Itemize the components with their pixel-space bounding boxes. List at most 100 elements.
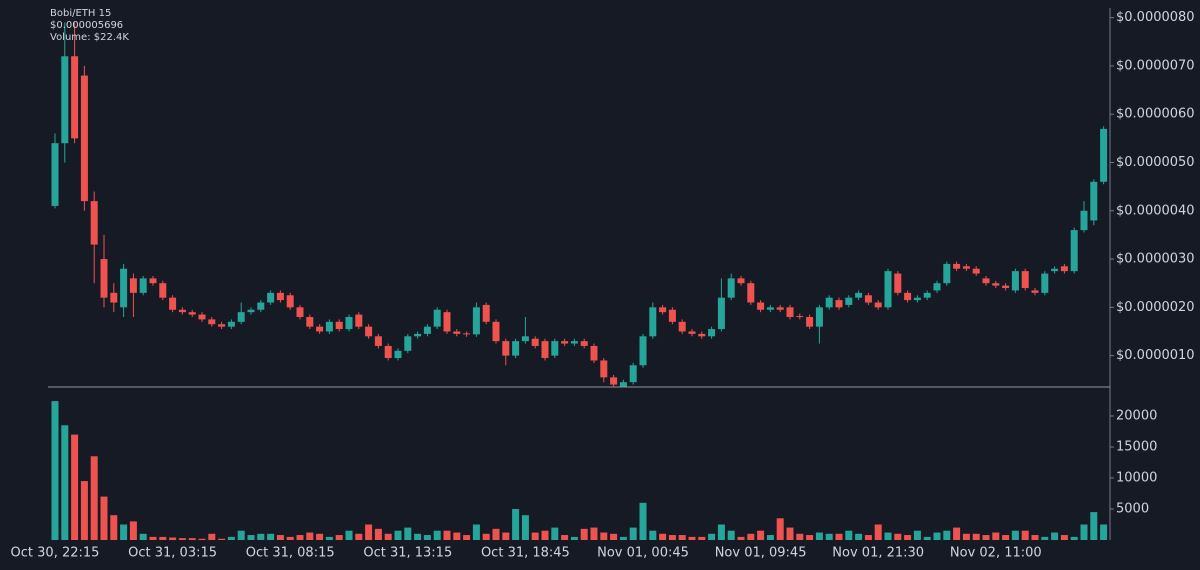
- volume-bar: [384, 533, 392, 540]
- volume-bar: [1100, 524, 1108, 540]
- candle-body: [267, 292, 275, 303]
- volume-bar: [717, 524, 725, 540]
- x-tick-label: Nov 01, 00:45: [597, 546, 689, 561]
- x-tick-label: Oct 31, 13:15: [363, 546, 452, 561]
- candle-body: [992, 283, 1000, 286]
- candle-body: [953, 263, 961, 269]
- candle-body: [463, 333, 471, 335]
- volume-bar: [678, 535, 686, 540]
- candle-body: [502, 341, 510, 356]
- volume-bar: [247, 535, 255, 540]
- volume-bar: [394, 530, 402, 540]
- volume-bar: [365, 524, 373, 540]
- y-tick-label: $0.0000050: [1116, 155, 1195, 170]
- volume-bar: [149, 536, 157, 540]
- volume-bar: [100, 496, 108, 540]
- candle-body: [433, 309, 441, 327]
- candle-body: [247, 309, 255, 313]
- volume-bar: [786, 527, 794, 540]
- candle-body: [218, 324, 226, 327]
- volume-bar: [953, 527, 961, 540]
- volume-bar: [698, 536, 706, 540]
- candle-body: [169, 297, 177, 310]
- volume-bar: [414, 533, 422, 540]
- candle-body: [384, 345, 392, 359]
- volume-bar: [727, 530, 735, 540]
- volume-bar: [90, 456, 98, 540]
- x-tick-label: Oct 31, 18:45: [481, 546, 570, 561]
- volume-bar: [188, 538, 196, 540]
- candle-body: [1060, 266, 1068, 272]
- candle-body: [335, 321, 343, 330]
- candle-body: [619, 382, 627, 387]
- volume-bar: [904, 535, 912, 540]
- x-tick-label: Oct 30, 22:15: [11, 546, 100, 561]
- candle-body: [404, 336, 412, 351]
- candle-body: [482, 304, 490, 322]
- volume-bar: [492, 528, 500, 540]
- volume-bar: [815, 532, 823, 540]
- candle-body: [521, 336, 529, 342]
- candle-body: [913, 297, 921, 301]
- volume-bar: [404, 527, 412, 540]
- volume-bar: [306, 532, 314, 540]
- volume-bar: [208, 533, 216, 540]
- y-tick-label: $0.0000030: [1116, 252, 1195, 267]
- y-tick-label: $0.0000020: [1116, 300, 1195, 315]
- y-tick-label: $0.0000070: [1116, 58, 1195, 73]
- candle-body: [649, 307, 657, 337]
- candle-body: [188, 312, 196, 315]
- candle-body: [257, 302, 265, 310]
- candle-body: [933, 283, 941, 291]
- volume-bar: [766, 535, 774, 540]
- volume-bar: [668, 535, 676, 540]
- candle-body: [208, 319, 216, 325]
- volume-bar: [570, 536, 578, 540]
- candle-body: [629, 365, 637, 383]
- volume-bar: [747, 533, 755, 540]
- volume-bar: [286, 536, 294, 540]
- volume-bar: [855, 533, 863, 540]
- volume-bar: [1041, 536, 1049, 540]
- volume-bar: [345, 530, 353, 540]
- candle-body: [727, 278, 735, 298]
- candle-body: [237, 312, 245, 322]
- candle-body: [757, 302, 765, 310]
- candle-body: [120, 268, 128, 308]
- candle-body: [306, 316, 314, 327]
- volume-bar: [80, 481, 88, 540]
- volume-bar: [708, 533, 716, 540]
- candle-body: [1090, 181, 1098, 221]
- x-tick-label: Nov 02, 11:00: [950, 546, 1042, 561]
- candle-body: [178, 309, 186, 313]
- candle-body: [325, 321, 333, 332]
- candle-body: [443, 312, 451, 332]
- candle-body: [1080, 210, 1088, 231]
- candle-body: [453, 331, 461, 334]
- candle-body: [972, 268, 980, 274]
- candle-body: [561, 341, 569, 344]
- volume-bar: [561, 535, 569, 540]
- volume-bar: [825, 533, 833, 540]
- candle-body: [1021, 271, 1029, 289]
- volume-label: Volume: $22.4K: [50, 32, 129, 43]
- candle-body: [845, 297, 853, 305]
- volume-bar: [943, 530, 951, 540]
- volume-bar: [913, 530, 921, 540]
- volume-bar: [159, 536, 167, 540]
- candle-body: [982, 278, 990, 284]
- volume-bar: [776, 518, 784, 540]
- candle-body: [717, 297, 725, 330]
- volume-bar: [1070, 536, 1078, 540]
- candle-body: [776, 307, 784, 310]
- volume-bar: [619, 536, 627, 540]
- volume-bar: [433, 530, 441, 540]
- candle-body: [374, 336, 382, 346]
- volume-bar: [335, 535, 343, 540]
- volume-bar: [688, 536, 696, 540]
- volume-bar: [218, 538, 226, 540]
- volume-bar: [453, 532, 461, 540]
- volume-bar: [1021, 530, 1029, 540]
- candle-body: [610, 377, 618, 385]
